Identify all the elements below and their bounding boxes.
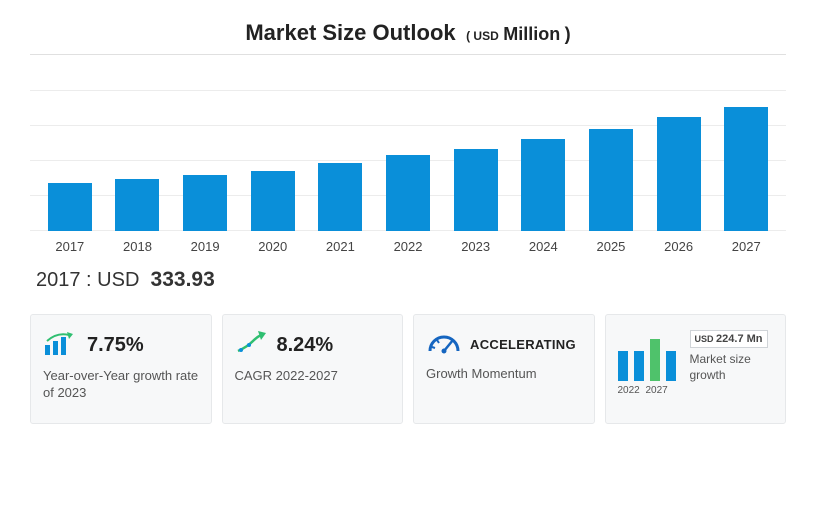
mini-bar (650, 339, 660, 381)
x-tick-label: 2017 (36, 239, 104, 254)
momentum-value: ACCELERATING (470, 337, 576, 352)
bar (386, 155, 430, 231)
x-tick-label: 2027 (712, 239, 780, 254)
chart-title: Market Size Outlook ( USD Million ) (30, 20, 786, 46)
bar-trend-icon (43, 329, 79, 362)
bar (657, 117, 701, 231)
card-momentum: ACCELERATING Growth Momentum (413, 314, 595, 424)
bar (521, 139, 565, 231)
callout-amount: 333.93 (151, 268, 215, 291)
mini-bar (618, 351, 628, 381)
bar (183, 175, 227, 231)
x-tick-label: 2019 (171, 239, 239, 254)
growth-badge: USD 224.7 Mn (690, 330, 768, 348)
growth-arrow-icon (235, 329, 269, 362)
bar-column (171, 175, 239, 231)
bar (589, 129, 633, 231)
cagr-label: CAGR 2022-2027 (235, 368, 391, 385)
bar-column (712, 107, 780, 231)
title-suffix: ) (565, 24, 571, 44)
card-yoy: 7.75% Year-over-Year growth rate of 2023 (30, 314, 212, 424)
bar (115, 179, 159, 231)
title-unit: Million (503, 24, 560, 44)
bar-chart: 2017201820192020202120222023202420252026… (30, 54, 786, 254)
x-tick-label: 2022 (374, 239, 442, 254)
momentum-label: Growth Momentum (426, 366, 582, 383)
callout-currency: USD (97, 269, 139, 291)
x-tick-label: 2020 (239, 239, 307, 254)
bar-column (239, 171, 307, 231)
x-tick-label: 2021 (307, 239, 375, 254)
callout-year: 2017 (36, 269, 81, 291)
mini-year-end: 2027 (646, 385, 668, 396)
bar (724, 107, 768, 231)
x-tick-label: 2025 (577, 239, 645, 254)
growth-badge-prefix: USD (695, 334, 714, 344)
bar-column (645, 117, 713, 231)
title-prefix: ( USD (466, 29, 499, 43)
mini-chart: 2022 2027 (618, 329, 676, 396)
bar-column (307, 163, 375, 231)
x-tick-label: 2023 (442, 239, 510, 254)
growth-label: Market size growth (690, 352, 774, 383)
mini-bar (666, 351, 676, 381)
bar-column (374, 155, 442, 231)
gauge-icon (426, 329, 462, 360)
card-market-growth: 2022 2027 USD 224.7 Mn Market size growt… (605, 314, 787, 424)
x-tick-label: 2026 (645, 239, 713, 254)
bar-column (509, 139, 577, 231)
x-axis-labels: 2017201820192020202120222023202420252026… (30, 231, 786, 254)
yoy-value: 7.75% (87, 334, 144, 357)
x-tick-label: 2024 (509, 239, 577, 254)
cagr-value: 8.24% (277, 334, 334, 357)
bar (454, 149, 498, 231)
title-main: Market Size Outlook (245, 20, 455, 45)
x-tick-label: 2018 (104, 239, 172, 254)
bar (48, 183, 92, 231)
bar-column (577, 129, 645, 231)
yoy-label: Year-over-Year growth rate of 2023 (43, 368, 199, 402)
callout-value: 2017 : USD 333.93 (36, 268, 786, 292)
bar-column (36, 183, 104, 231)
bar (251, 171, 295, 231)
growth-badge-value: 224.7 Mn (716, 333, 762, 345)
bar-column (104, 179, 172, 231)
bar-column (442, 149, 510, 231)
card-cagr: 8.24% CAGR 2022-2027 (222, 314, 404, 424)
bar (318, 163, 362, 231)
mini-bar (634, 351, 644, 381)
stat-cards: 7.75% Year-over-Year growth rate of 2023… (30, 314, 786, 424)
mini-year-start: 2022 (618, 385, 640, 396)
